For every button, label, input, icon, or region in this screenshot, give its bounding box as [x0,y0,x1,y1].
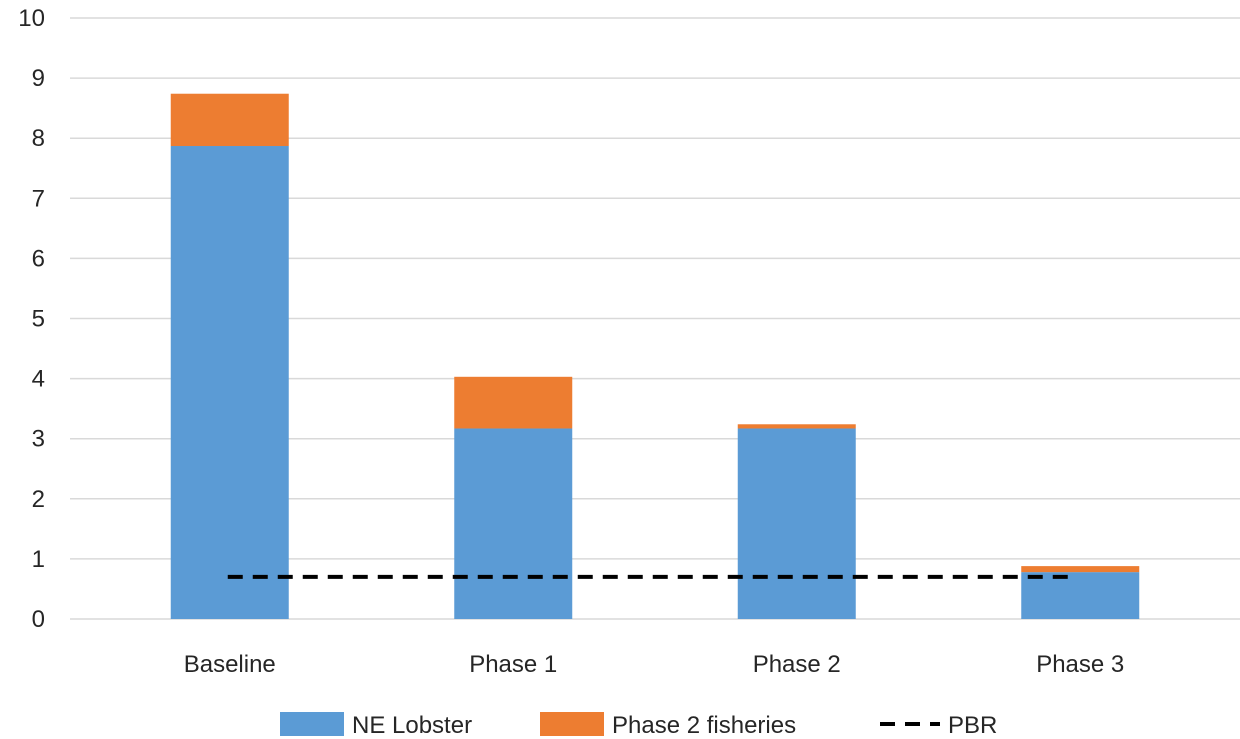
chart-legend: NE Lobster Phase 2 fisheries PBR [280,712,997,739]
x-category-label: Phase 2 [753,651,841,678]
y-tick-label: 9 [32,65,45,92]
bar-ne-lobster-phase-3 [1021,572,1140,619]
y-tick-label: 5 [32,306,45,333]
legend-swatch [540,712,604,736]
x-category-label: Phase 3 [1036,651,1124,678]
y-tick-label: 1 [32,546,45,573]
y-tick-label: 7 [32,185,45,212]
bar-phase-2-fisheries-phase-3 [1021,566,1140,573]
y-axis-tick-labels: 0 1 2 3 4 5 6 7 8 9 10 [18,5,45,633]
y-tick-label: 2 [32,486,45,513]
x-axis-category-labels: Baseline Phase 1 Phase 2 Phase 3 [184,651,1125,678]
x-category-label: Baseline [184,651,276,678]
bar-phase-2-fisheries-phase-1 [454,376,573,429]
y-tick-label: 6 [32,245,45,272]
bar-ne-lobster-phase-2 [737,428,856,619]
legend-swatch [280,712,344,736]
y-tick-label: 8 [32,125,45,152]
y-tick-label: 4 [32,366,45,393]
legend-label: NE Lobster [352,712,472,739]
x-category-label: Phase 1 [469,651,557,678]
bar-series [170,93,1140,619]
legend-label: Phase 2 fisheries [612,712,796,739]
bar-phase-2-fisheries-phase-2 [737,424,856,429]
y-tick-label: 0 [32,606,45,633]
y-tick-label: 10 [18,5,45,32]
bar-ne-lobster-phase-1 [454,428,573,619]
bar-phase-2-fisheries-baseline [170,93,289,147]
y-tick-label: 3 [32,426,45,453]
bar-ne-lobster-baseline [170,146,289,619]
legend-label: PBR [948,712,997,739]
